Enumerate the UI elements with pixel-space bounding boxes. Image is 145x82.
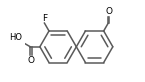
Text: O: O bbox=[105, 7, 112, 16]
Text: HO: HO bbox=[9, 33, 22, 42]
Text: O: O bbox=[27, 56, 34, 65]
Text: F: F bbox=[42, 14, 47, 23]
